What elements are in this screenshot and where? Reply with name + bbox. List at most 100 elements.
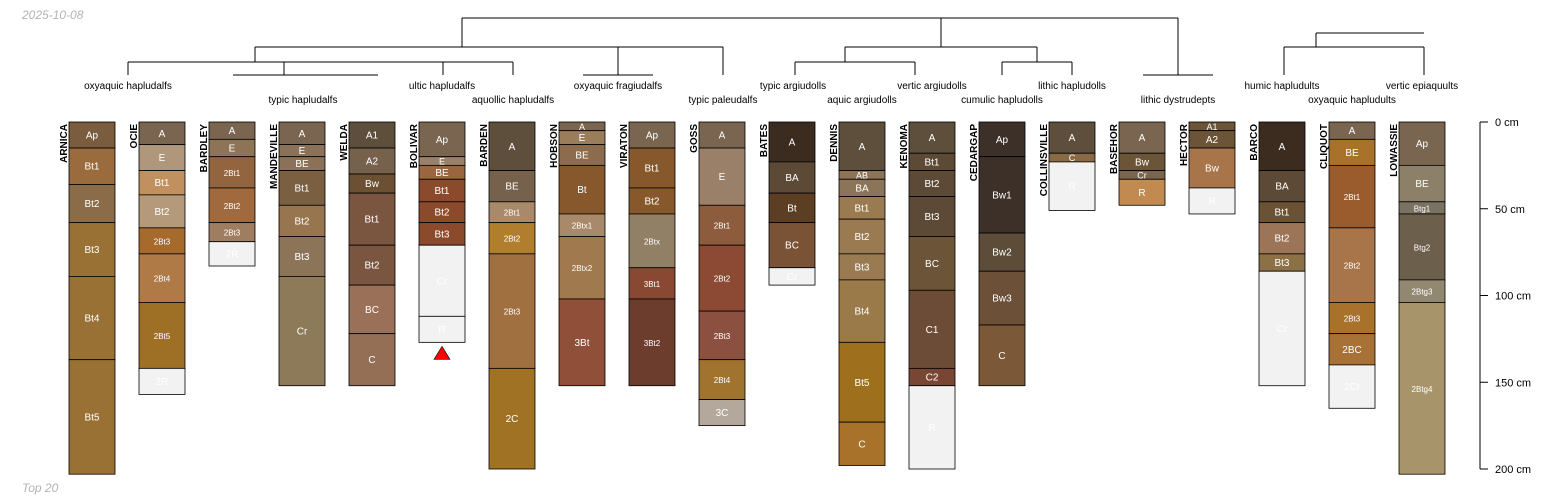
horizon-label: 2Bt3 [504,308,521,317]
depth-tick-label: 100 cm [1495,291,1531,303]
horizon [558,236,606,300]
horizon [838,279,886,343]
profile-name: BOLIVAR [409,123,420,168]
missing-data-marker [433,345,451,360]
horizon-label: Bw [365,179,380,190]
horizon-label: A1 [366,131,379,142]
horizon-label: C1 [926,325,939,336]
horizon-label: BC [925,259,939,270]
profile-name: BARCO [1249,124,1260,161]
horizon-label: 3Bt1 [644,280,661,289]
profile-name: HOBSON [549,124,560,168]
horizon-label: E [229,144,236,155]
horizon-label: Bt1 [854,203,869,214]
horizon-label: 2Btg4 [1412,385,1433,394]
profile-name: DENNIS [829,124,840,162]
horizon-label: Bt3 [854,262,869,273]
horizon-label: A1 [1206,122,1217,132]
horizon [68,121,116,149]
horizon-label: BA [1275,182,1289,193]
horizon-label: 2Bt1 [1344,193,1361,202]
horizon-label: R [1138,188,1145,199]
horizon [628,147,676,189]
horizon [68,184,116,224]
horizon-label: 2BC [1342,345,1361,356]
horizon-label: 2Bt1 [504,209,521,218]
horizon [558,164,606,215]
horizon-label: 2Bt1 [714,222,731,231]
horizon-label: A [929,133,936,144]
horizon-label: A [1139,133,1146,144]
horizon [208,187,256,224]
taxon-label: aquollic hapludalfs [472,95,554,106]
soil-profile: HECTOR A1 A2 Bw R [1179,121,1236,215]
horizon-label: 2Btx1 [572,222,593,231]
horizon-label: 2Btg3 [1412,288,1433,297]
horizon-label: Bt1 [84,162,99,173]
soil-profile: KENOMA A Bt1 Bt2 Bt3 BC C1 C2 R [899,121,956,470]
horizon [1328,227,1376,303]
horizon-label: 2Btx [644,237,660,246]
horizon [628,298,676,387]
profile-name: BASEHOR [1109,123,1120,174]
horizon [138,227,186,255]
horizon-label: Bt2 [924,179,939,190]
horizon [1048,121,1096,154]
taxon-label: oxyaquic hapludults [1308,95,1396,106]
horizon [698,310,746,361]
horizon-label: Bw2 [992,248,1012,259]
horizon [1398,164,1446,203]
depth-tick-label: 50 cm [1495,204,1525,216]
horizon [978,121,1026,158]
soil-profile: BASEHOR A Bw Cr R [1109,121,1166,206]
horizon-label: Bt3 [294,252,309,263]
horizon [418,244,466,317]
horizon-label: E [299,146,306,157]
horizon-label: Cr [1277,324,1288,335]
horizon-label: A [1069,133,1076,144]
horizon [348,244,396,286]
profile-name: HECTOR [1179,123,1190,166]
depth-tick-label: 150 cm [1495,377,1531,389]
profile-name: GOSS [689,124,700,153]
taxon-label: typic hapludalfs [269,95,338,106]
horizon-label: E [579,133,586,144]
horizon-label: Bt2 [154,207,169,218]
horizon-label: A [229,126,236,137]
horizon [1398,302,1446,475]
horizon-label: Bt [787,203,797,214]
depth-axis: 0 cm 50 cm 100 cm 150 cm 200 cm [1479,117,1531,476]
horizon-label: C [368,355,375,366]
horizon-label: A [299,129,306,140]
horizon-label: Bw3 [992,294,1012,305]
depth-tick-label: 200 cm [1495,464,1531,476]
horizon [698,204,746,246]
horizon [1398,213,1446,281]
horizon-label: Bw [1205,163,1220,174]
horizon [1258,121,1306,171]
horizon-label: Bt4 [854,307,869,318]
horizon-label: BA [785,173,799,184]
horizon [1118,178,1166,206]
horizon-label: Ap [436,135,449,146]
horizon-label: Bt2 [364,261,379,272]
horizon-label: 2C [506,414,519,425]
horizon [698,244,746,312]
horizon [768,222,816,269]
horizon [838,341,886,423]
taxon-label: humic hapludults [1244,81,1319,92]
horizon [418,121,466,158]
horizon-label: A [509,142,516,153]
horizon [908,385,956,470]
horizon [208,241,256,267]
horizon [628,267,676,300]
horizon-label: R [1068,182,1075,193]
horizon [138,194,186,229]
horizon-label: BC [785,241,799,252]
horizon-label: BE [575,150,589,161]
horizon [68,222,116,277]
taxon-label: ultic hapludalfs [409,81,475,92]
horizon-label: 2Bt1 [224,169,241,178]
horizon-label: 2Bt3 [154,237,171,246]
